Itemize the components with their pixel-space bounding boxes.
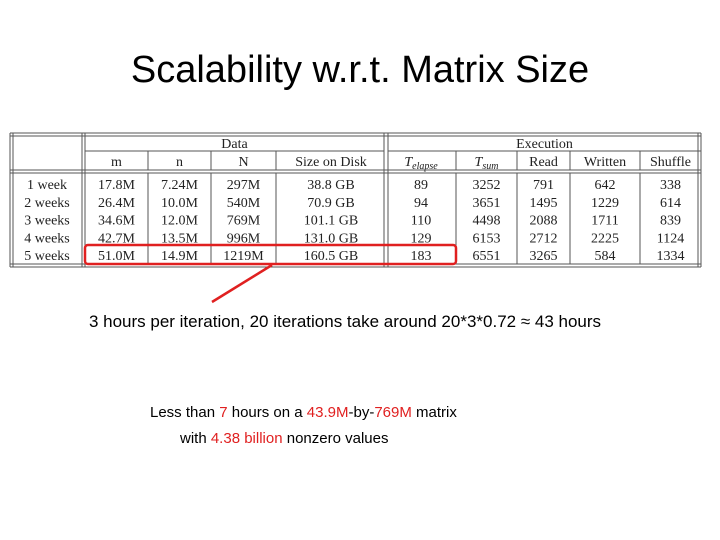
cell: 183	[411, 249, 432, 264]
highlight-text: 769M	[374, 404, 412, 421]
row-label: 5 weeks	[24, 249, 70, 264]
cell: 131.0 GB	[304, 231, 358, 246]
cell: 6153	[473, 231, 501, 246]
summary: Less than 7 hours on a 43.9M-by-769M mat…	[150, 404, 457, 447]
cell: 110	[411, 214, 431, 229]
cell: 642	[595, 178, 616, 193]
highlight-text: 7	[219, 404, 227, 421]
cell: 34.6M	[98, 214, 136, 229]
cell: 2088	[530, 214, 558, 229]
summary-text: with	[179, 430, 211, 447]
column-header: m	[111, 155, 122, 170]
row-label: 4 weeks	[24, 231, 70, 246]
cell: 1229	[591, 196, 619, 211]
row-label: 2 weeks	[24, 196, 70, 211]
column-header: Size on Disk	[295, 155, 367, 170]
cell: 769M	[227, 214, 261, 229]
cell: 6551	[473, 249, 501, 264]
cell: 1711	[591, 214, 618, 229]
column-header: Telapse	[404, 155, 438, 172]
cell: 94	[414, 196, 428, 211]
cell: 38.8 GB	[307, 178, 354, 193]
cell: 160.5 GB	[304, 249, 358, 264]
cell: 51.0M	[98, 249, 136, 264]
cell: 297M	[227, 178, 261, 193]
column-header: N	[238, 155, 248, 170]
summary-text: hours on a	[228, 404, 307, 421]
highlight-text: 4.38 billion	[211, 430, 283, 447]
group-header: Execution	[516, 137, 573, 152]
callout: 3 hours per iteration, 20 iterations tak…	[89, 312, 601, 331]
header-sub: elapse	[412, 161, 438, 172]
column-header: Read	[529, 155, 558, 170]
row-label: 1 week	[27, 178, 67, 193]
cell: 129	[411, 231, 432, 246]
cell: 614	[660, 196, 681, 211]
cell: 4498	[473, 214, 501, 229]
cell: 101.1 GB	[304, 214, 358, 229]
summary-text: nonzero values	[283, 430, 389, 447]
column-header: Tsum	[475, 155, 499, 172]
cell: 7.24M	[161, 178, 199, 193]
cell: 17.8M	[98, 178, 136, 193]
cell: 2225	[591, 231, 619, 246]
slide-title: Scalability w.r.t. Matrix Size	[131, 49, 589, 91]
highlight-box	[83, 243, 458, 266]
summary-line: with 4.38 billion nonzero values	[179, 430, 388, 447]
cell: 791	[533, 178, 554, 193]
cell: 996M	[227, 231, 261, 246]
cell: 10.0M	[161, 196, 199, 211]
cell: 89	[414, 178, 428, 193]
cell: 2712	[530, 231, 558, 246]
cell: 3265	[530, 249, 558, 264]
cell: 70.9 GB	[307, 196, 354, 211]
column-header: Written	[584, 155, 626, 170]
pointer-line	[211, 263, 273, 304]
header-base: T	[475, 155, 484, 170]
cell: 3651	[473, 196, 501, 211]
summary-text: -by-	[348, 404, 374, 421]
cell: 14.9M	[161, 249, 199, 264]
summary-line: Less than 7 hours on a 43.9M-by-769M mat…	[150, 404, 457, 421]
cell: 1124	[657, 231, 684, 246]
cell: 42.7M	[98, 231, 136, 246]
cell: 1219M	[223, 249, 264, 264]
summary-text: matrix	[412, 404, 458, 421]
highlight-text: 43.9M	[307, 404, 349, 421]
cell: 3252	[473, 178, 501, 193]
cell: 584	[595, 249, 616, 264]
cell: 13.5M	[161, 231, 199, 246]
column-header: Shuffle	[650, 155, 691, 170]
cell: 839	[660, 214, 681, 229]
group-header: Data	[221, 137, 248, 152]
column-header: n	[176, 155, 183, 170]
cell: 12.0M	[161, 214, 199, 229]
cell: 1334	[657, 249, 685, 264]
header-sub: sum	[482, 161, 498, 172]
cell: 1495	[530, 196, 558, 211]
cell: 26.4M	[98, 196, 136, 211]
cell: 540M	[227, 196, 261, 211]
cell: 338	[660, 178, 681, 193]
header-base: T	[404, 155, 413, 170]
row-label: 3 weeks	[24, 214, 70, 229]
summary-text: Less than	[150, 404, 219, 421]
